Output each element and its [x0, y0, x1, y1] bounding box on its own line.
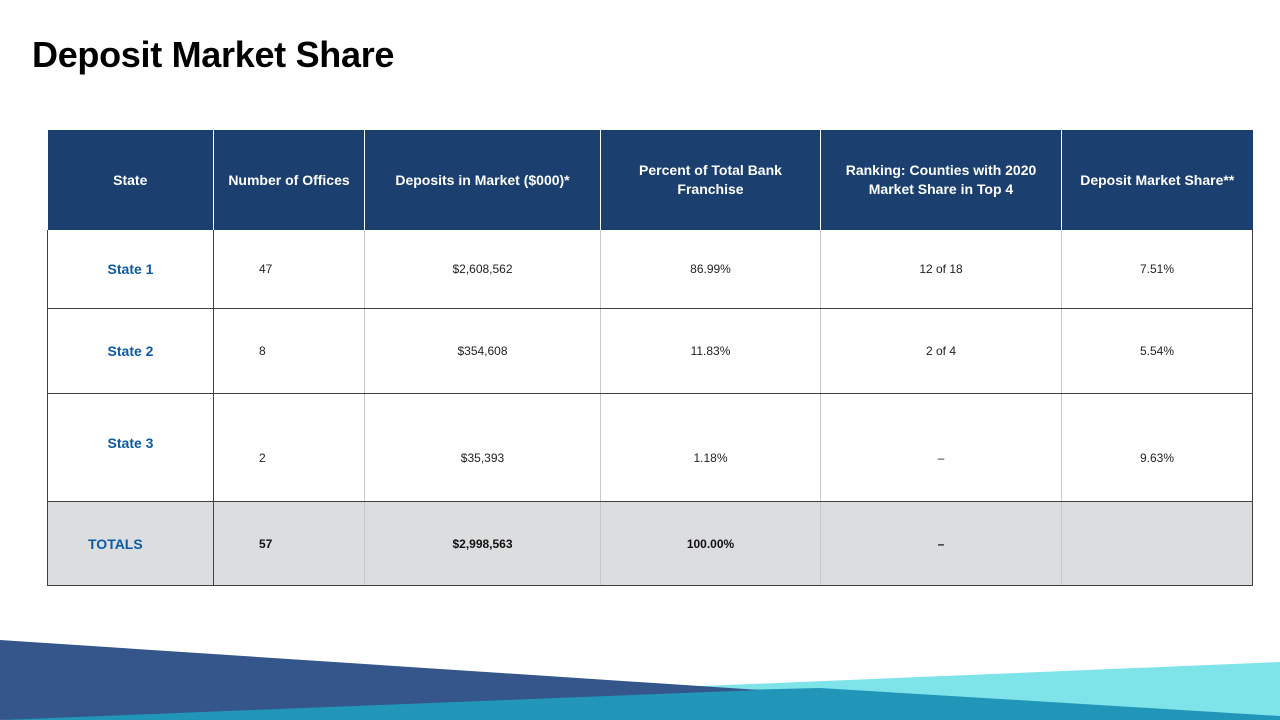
offices-cell: 57 — [213, 501, 365, 586]
offices-cell: 8 — [213, 308, 365, 394]
wave-teal-band — [0, 688, 1280, 720]
percent-cell: 11.83% — [600, 308, 821, 394]
state-cell: State 2 — [47, 308, 214, 394]
column-header-state: State — [47, 130, 214, 230]
deposits-cell: $2,608,562 — [364, 230, 601, 309]
ranking-cell: 12 of 18 — [820, 230, 1062, 309]
table-row: State 1 47 $2,608,562 86.99% 12 of 18 7.… — [47, 230, 1253, 309]
offices-cell: 2 — [213, 393, 365, 502]
table-row: State 2 8 $354,608 11.83% 2 of 4 5.54% — [47, 308, 1253, 394]
column-header-offices: Number of Offices — [213, 130, 365, 230]
decorative-wave-footer — [0, 640, 1280, 720]
column-header-share: Deposit Market Share** — [1061, 130, 1253, 230]
totals-label: TOTALS — [47, 501, 214, 586]
deposits-cell: $354,608 — [364, 308, 601, 394]
state-cell: State 1 — [47, 230, 214, 309]
share-cell: 7.51% — [1061, 230, 1253, 309]
column-header-deposits: Deposits in Market ($000)* — [364, 130, 601, 230]
percent-cell: 1.18% — [600, 393, 821, 502]
ranking-cell: – — [820, 393, 1062, 502]
totals-row: TOTALS 57 $2,998,563 100.00% – — [47, 501, 1253, 586]
table-header-row: State Number of Offices Deposits in Mark… — [47, 130, 1253, 230]
share-cell: 9.63% — [1061, 393, 1253, 502]
table-row: State 3 2 $35,393 1.18% – 9.63% — [47, 393, 1253, 502]
column-header-percent: Percent of Total Bank Franchise — [600, 130, 821, 230]
page-title: Deposit Market Share — [32, 34, 395, 75]
percent-cell: 100.00% — [600, 501, 821, 586]
share-cell — [1061, 501, 1253, 586]
deposits-cell: $35,393 — [364, 393, 601, 502]
percent-cell: 86.99% — [600, 230, 821, 309]
offices-cell: 47 — [213, 230, 365, 309]
column-header-ranking: Ranking: Counties with 2020 Market Share… — [820, 130, 1062, 230]
ranking-cell: – — [820, 501, 1062, 586]
share-cell: 5.54% — [1061, 308, 1253, 394]
deposit-market-share-table: State Number of Offices Deposits in Mark… — [47, 130, 1253, 586]
deposits-cell: $2,998,563 — [364, 501, 601, 586]
ranking-cell: 2 of 4 — [820, 308, 1062, 394]
wave-dark-band — [0, 640, 760, 720]
state-cell: State 3 — [47, 393, 214, 502]
